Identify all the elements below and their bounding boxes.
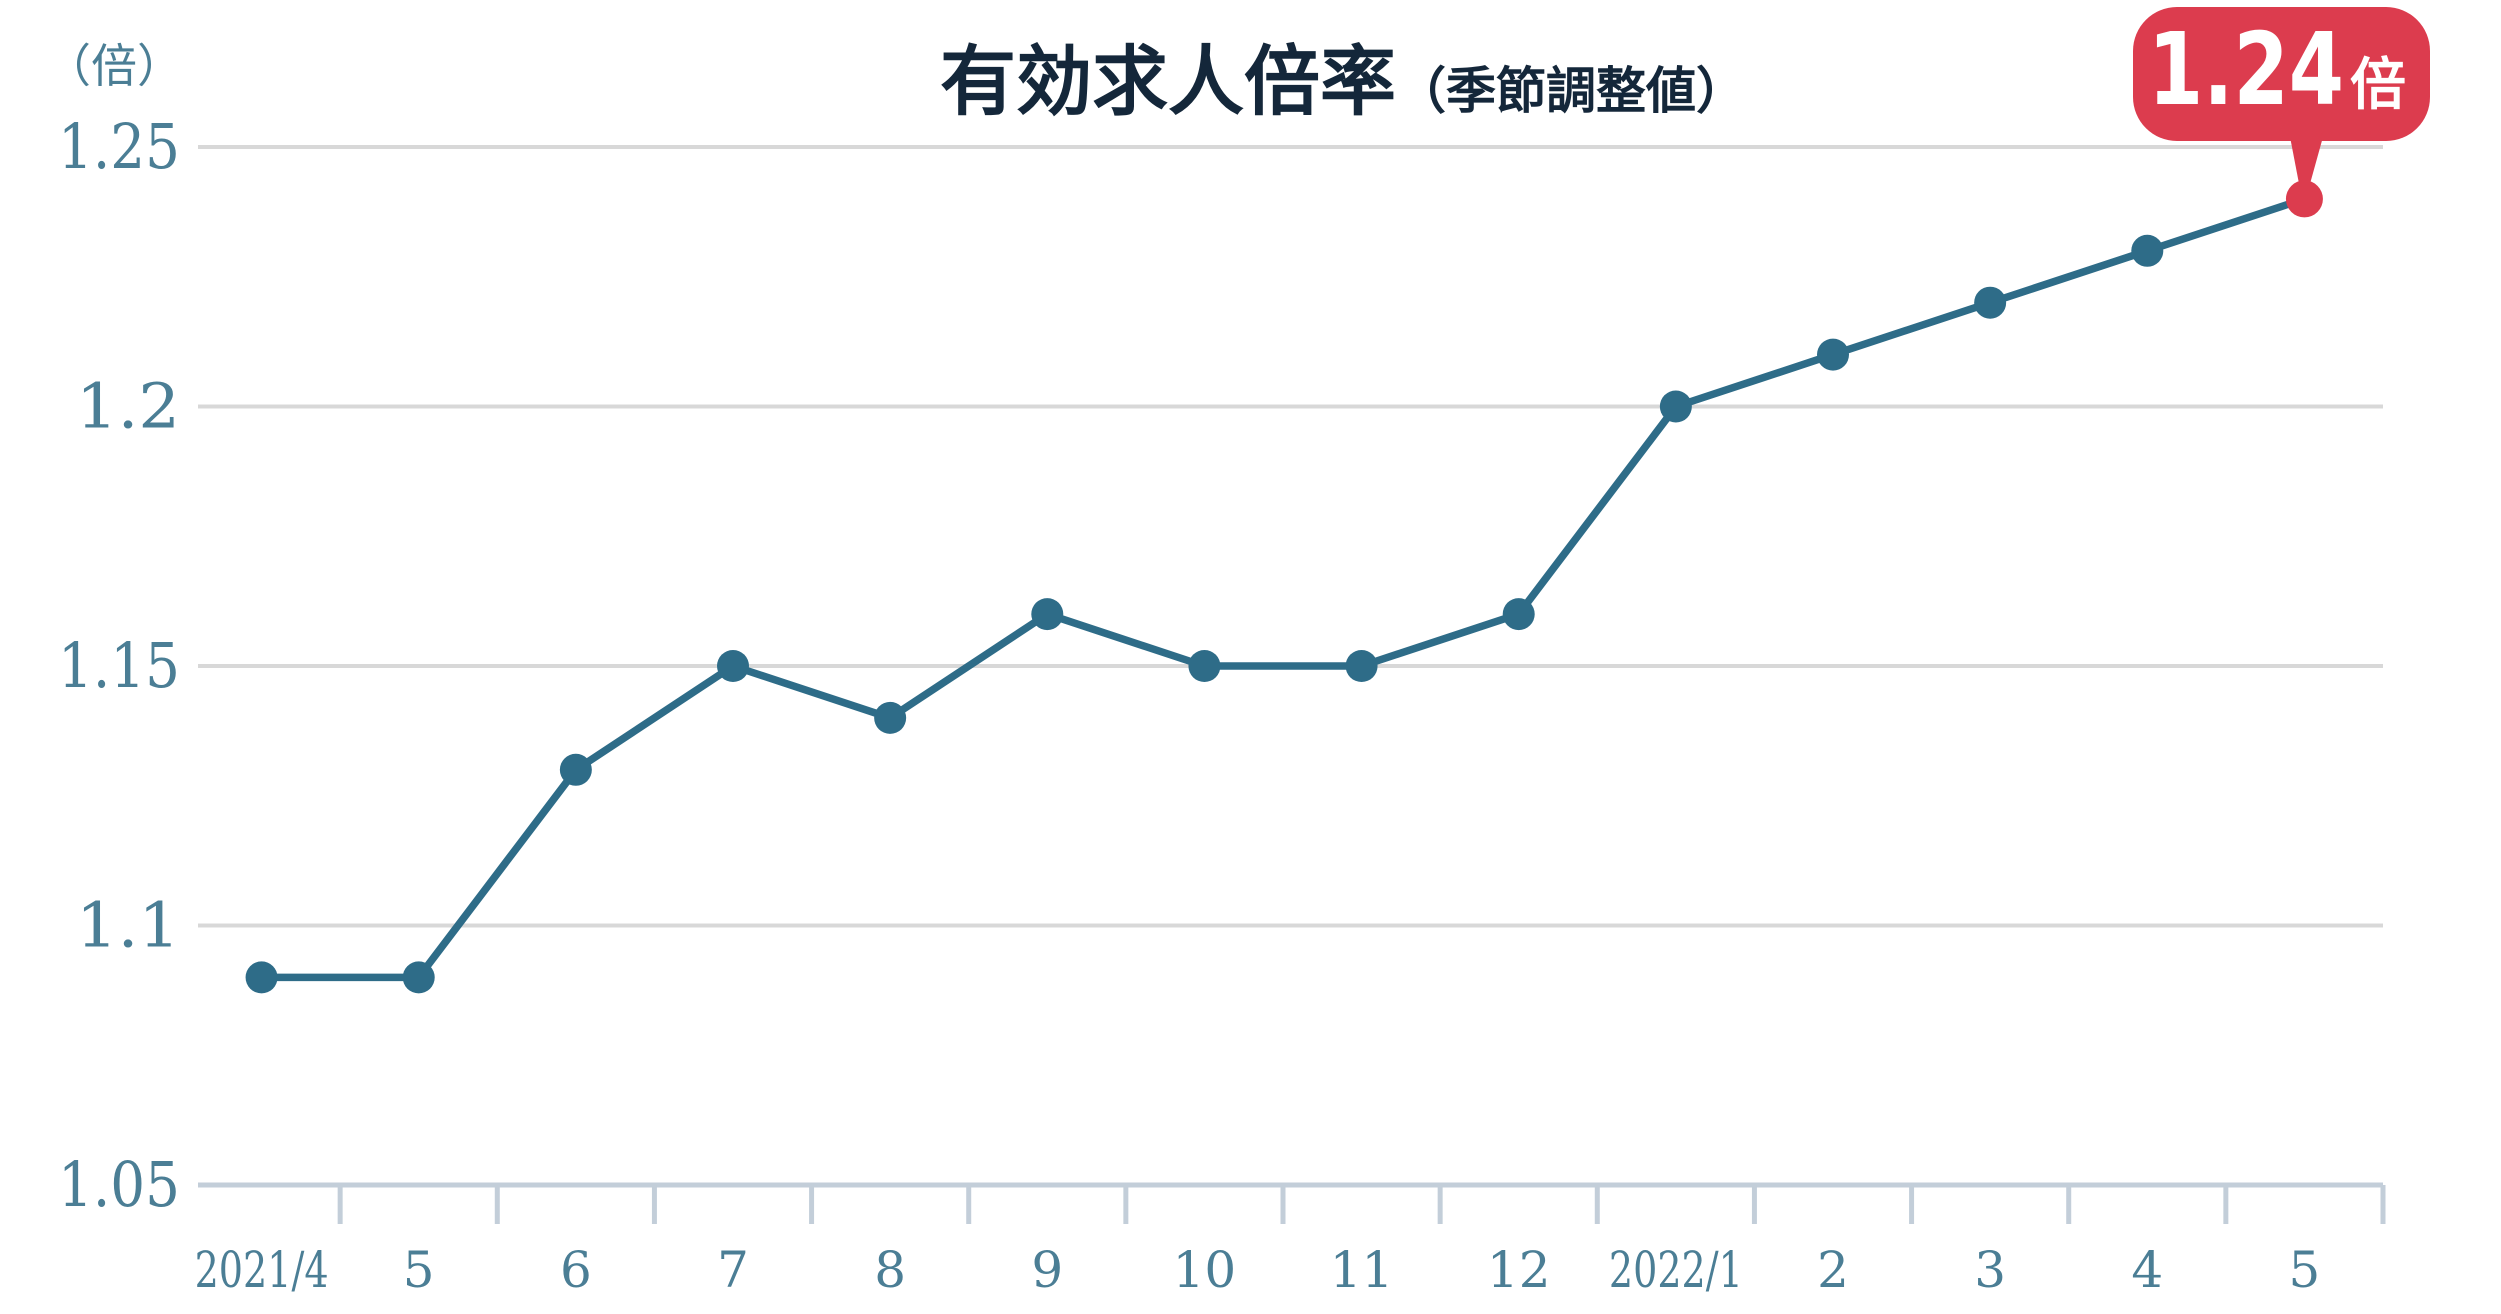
y-axis-tick-label: 1.2 [76, 370, 180, 443]
data-point-3 [1974, 286, 2007, 319]
x-axis-tick-label: 11 [1330, 1241, 1394, 1299]
data-point-8 [874, 701, 907, 734]
chart-title-main: 有効求人倍率 [940, 37, 1396, 126]
x-axis-tick-label: 5 [403, 1241, 435, 1299]
highlight-badge-unit: 倍 [2350, 53, 2406, 118]
x-axis-tick-label: 2 [1817, 1241, 1849, 1299]
x-axis-tick-label: 7 [717, 1241, 749, 1299]
x-axis-tick-label: 2022/1 [1609, 1241, 1743, 1299]
highlight-badge-bubble [2133, 7, 2430, 141]
data-point-2022/1 [1659, 390, 1692, 423]
highlight-badge-tail [2290, 139, 2323, 186]
data-point-4 [2131, 234, 2164, 267]
x-axis-tick-label: 10 [1173, 1241, 1237, 1299]
data-point-10 [1188, 650, 1221, 682]
y-axis-unit-label: （倍） [45, 39, 183, 93]
data-point-highlight [2285, 180, 2323, 218]
series-line [257, 195, 2309, 982]
y-axis-tick-label: 1.1 [76, 889, 180, 962]
data-point-9 [1031, 598, 1064, 631]
x-axis-tick-label: 9 [1031, 1241, 1063, 1299]
chart-title-suffix: （季節調整値） [1396, 62, 1746, 120]
x-axis-tick-label: 4 [2131, 1241, 2163, 1299]
y-axis-tick-label: 1.25 [58, 110, 180, 183]
highlight-badge: 1.24 倍 [2133, 7, 2430, 186]
x-axis-tick-label: 3 [1974, 1241, 2006, 1299]
data-point-12 [1502, 598, 1535, 631]
data-point-2 [1817, 338, 1849, 371]
data-point-7 [717, 650, 749, 682]
data-point-5 [402, 961, 435, 994]
y-axis-tick-label: 1.05 [58, 1148, 180, 1221]
data-point-2021/4 [245, 961, 278, 994]
y-axis-tick-label: 1.15 [58, 629, 180, 702]
x-axis-tick-label: 8 [874, 1241, 906, 1299]
highlight-badge-value: 1.24 [2148, 11, 2344, 128]
data-point-6 [559, 753, 592, 786]
chart-title: 有効求人倍率（季節調整値） [940, 37, 1746, 126]
x-axis-tick-label: 6 [560, 1241, 592, 1299]
x-axis-tick-label: 2021/4 [195, 1241, 329, 1299]
data-point-11 [1345, 650, 1378, 682]
x-axis-tick-label: 12 [1487, 1241, 1551, 1299]
x-axis-tick-label: 5 [2289, 1241, 2321, 1299]
